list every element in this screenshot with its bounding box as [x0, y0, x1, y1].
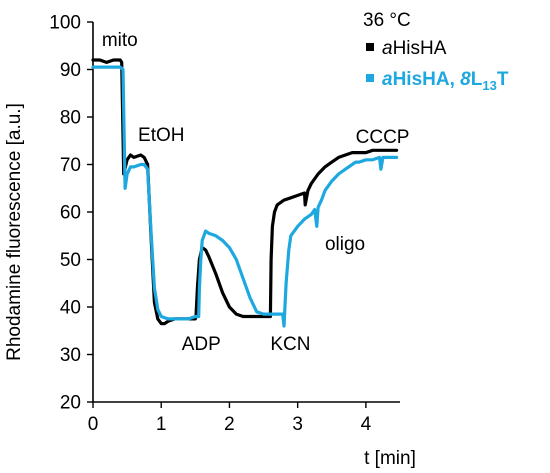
y-tick-label: 70	[60, 155, 81, 176]
legend-title: 36 °C	[363, 10, 411, 31]
annotation-cccp: CCCP	[356, 127, 410, 148]
x-tick-label: 1	[156, 414, 167, 435]
series-line-1	[91, 58, 399, 326]
x-tick-label: 3	[292, 414, 303, 435]
y-tick-label: 20	[60, 393, 81, 414]
annotation-oligo: oligo	[325, 234, 365, 255]
legend-label-series-2: aHisHA, 8L13T	[382, 69, 509, 93]
x-tick-label: 0	[88, 414, 99, 435]
axes	[92, 22, 400, 403]
series-line-2	[91, 65, 399, 328]
y-tick-label: 90	[60, 60, 81, 81]
legend-marker-series-2	[366, 74, 374, 82]
y-axis-title: Rhodamine fluorescence [a.u.]	[4, 103, 25, 361]
legend: 36 °C aHisHA aHisHA, 8L13T	[363, 10, 509, 93]
y-tick-label: 40	[60, 298, 81, 319]
annotation-mito: mito	[102, 30, 138, 51]
y-tick-label: 30	[60, 345, 81, 366]
y-tick-label: 80	[60, 108, 81, 129]
y-tick-label: 60	[60, 203, 81, 224]
series-layer	[91, 58, 399, 328]
y-ticks: 20 30 40 50 60 70 80 90 100	[49, 13, 93, 414]
x-tick-label: 2	[224, 414, 235, 435]
annotation-etoh: EtOH	[138, 125, 184, 146]
legend-label-series-1: aHisHA	[382, 38, 447, 59]
x-tick-label: 4	[361, 414, 372, 435]
y-tick-label: 50	[60, 250, 81, 271]
y-tick-label: 100	[49, 13, 81, 34]
legend-marker-series-1	[366, 43, 374, 51]
annotations: mito EtOH ADP KCN oligo CCCP	[102, 30, 410, 355]
annotation-kcn: KCN	[270, 334, 310, 355]
annotation-adp: ADP	[182, 334, 221, 355]
x-ticks: 0 1 2 3 4	[88, 402, 372, 435]
x-axis-title: t [min]	[364, 448, 416, 469]
